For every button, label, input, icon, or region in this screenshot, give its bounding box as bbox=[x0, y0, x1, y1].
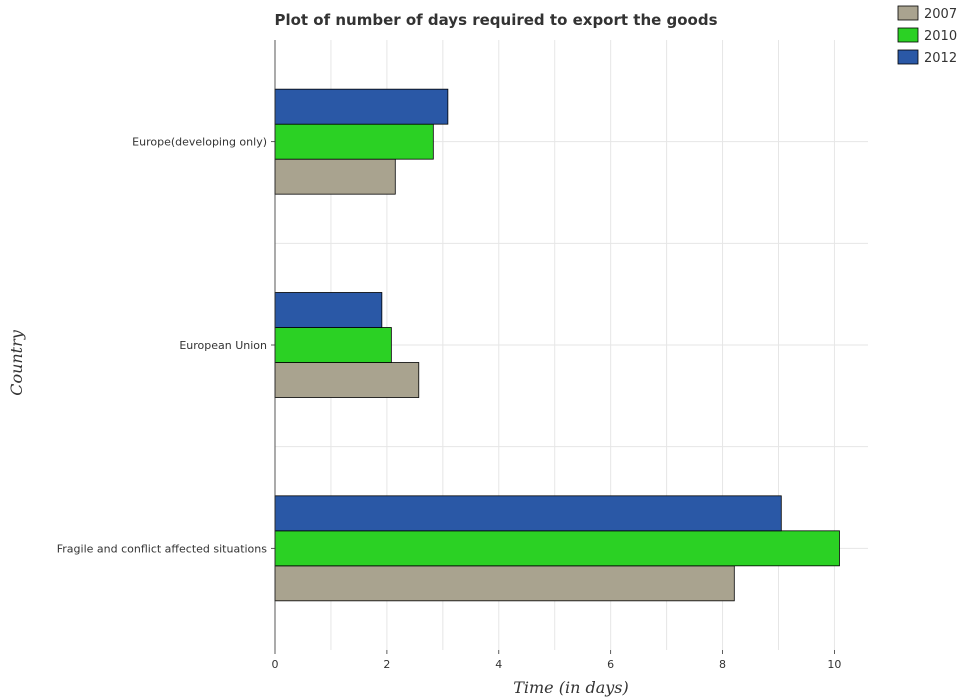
chart-title: Plot of number of days required to expor… bbox=[274, 11, 717, 29]
axes: 0 2 4 6 8 10 Europe(developing only) European U… bbox=[57, 40, 841, 671]
x-tick-label: 0 bbox=[272, 658, 279, 671]
bar-2012-1 bbox=[274, 88, 449, 125]
legend-swatch-2012 bbox=[897, 49, 919, 65]
bar-2007-3 bbox=[274, 565, 735, 602]
legend: 2007 2010 2012 bbox=[897, 5, 957, 66]
grid bbox=[274, 40, 868, 650]
y-tick-label: Fragile and conflict affected situations bbox=[57, 542, 268, 555]
x-tick-label: 2 bbox=[383, 658, 390, 671]
bar-2007-2 bbox=[274, 362, 420, 398]
legend-swatch-2007 bbox=[897, 5, 919, 21]
bar-2007-1 bbox=[274, 158, 396, 195]
legend-label-2007: 2007 bbox=[924, 7, 957, 22]
x-tick-label: 8 bbox=[719, 658, 726, 671]
bar-2012-2 bbox=[274, 292, 383, 328]
y-tick-label: European Union bbox=[179, 339, 267, 352]
bar-2010-1 bbox=[274, 123, 434, 160]
bar-2012-3 bbox=[274, 495, 782, 532]
legend-label-2010: 2010 bbox=[924, 29, 957, 44]
x-axis-label: Time (in days) bbox=[513, 678, 629, 697]
x-tick-label: 4 bbox=[495, 658, 502, 671]
x-tick-label: 6 bbox=[607, 658, 614, 671]
legend-swatch-2010 bbox=[897, 27, 919, 43]
bar-2010-3 bbox=[274, 530, 840, 567]
y-tick-label: Europe(developing only) bbox=[132, 136, 267, 149]
legend-label-2012: 2012 bbox=[924, 51, 957, 66]
y-axis-label: Country bbox=[7, 329, 26, 396]
bars bbox=[274, 88, 840, 602]
x-tick-label: 10 bbox=[827, 658, 841, 671]
bar-2010-2 bbox=[274, 327, 392, 363]
